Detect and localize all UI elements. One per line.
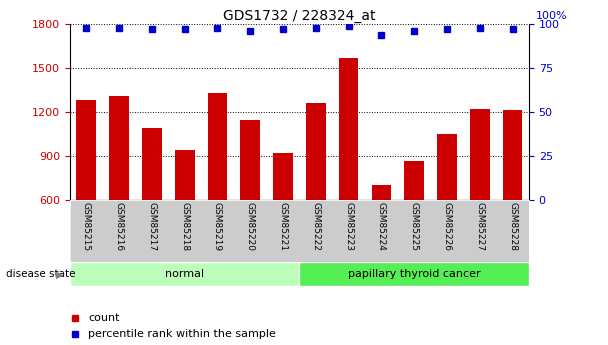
Bar — [207, 93, 227, 200]
Bar — [503, 110, 522, 200]
Text: GSM85215: GSM85215 — [82, 202, 91, 251]
Text: percentile rank within the sample: percentile rank within the sample — [88, 329, 276, 339]
Bar — [109, 96, 129, 200]
Text: GSM85219: GSM85219 — [213, 202, 222, 251]
Text: GSM85222: GSM85222 — [311, 202, 320, 251]
Bar — [404, 160, 424, 200]
Bar — [339, 58, 359, 200]
Title: GDS1732 / 228324_at: GDS1732 / 228324_at — [223, 9, 376, 23]
Text: GSM85224: GSM85224 — [377, 202, 386, 251]
Bar — [371, 186, 392, 200]
Bar — [175, 150, 195, 200]
Text: GSM85228: GSM85228 — [508, 202, 517, 251]
Bar — [142, 128, 162, 200]
Bar — [70, 262, 299, 286]
Text: normal: normal — [165, 269, 204, 279]
Text: GSM85216: GSM85216 — [114, 202, 123, 251]
Text: GSM85217: GSM85217 — [147, 202, 156, 251]
Text: ▶: ▶ — [57, 269, 64, 279]
Bar — [299, 262, 529, 286]
Text: 100%: 100% — [536, 11, 567, 21]
Text: GSM85227: GSM85227 — [475, 202, 485, 251]
Text: GSM85225: GSM85225 — [410, 202, 419, 251]
Text: count: count — [88, 313, 120, 323]
Text: disease state: disease state — [6, 269, 75, 279]
Bar — [306, 102, 326, 200]
Text: GSM85223: GSM85223 — [344, 202, 353, 251]
Bar — [470, 109, 489, 200]
Bar — [77, 100, 96, 200]
Bar — [273, 153, 293, 200]
Text: GSM85220: GSM85220 — [246, 202, 255, 251]
Bar — [437, 134, 457, 200]
Text: GSM85221: GSM85221 — [278, 202, 288, 251]
Text: GSM85226: GSM85226 — [443, 202, 452, 251]
Bar — [240, 120, 260, 200]
Text: papillary thyroid cancer: papillary thyroid cancer — [348, 269, 480, 279]
Text: GSM85218: GSM85218 — [180, 202, 189, 251]
